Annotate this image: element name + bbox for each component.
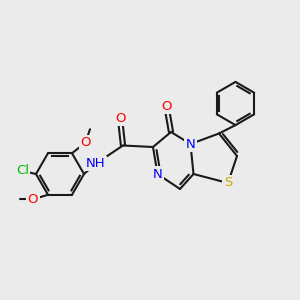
- Text: O: O: [28, 193, 38, 206]
- Text: S: S: [224, 176, 232, 190]
- Text: O: O: [115, 112, 125, 125]
- Text: Cl: Cl: [16, 164, 29, 178]
- Text: N: N: [186, 137, 195, 151]
- Text: O: O: [161, 100, 172, 113]
- Text: O: O: [80, 136, 91, 149]
- Text: N: N: [153, 167, 162, 181]
- Text: NH: NH: [86, 157, 106, 170]
